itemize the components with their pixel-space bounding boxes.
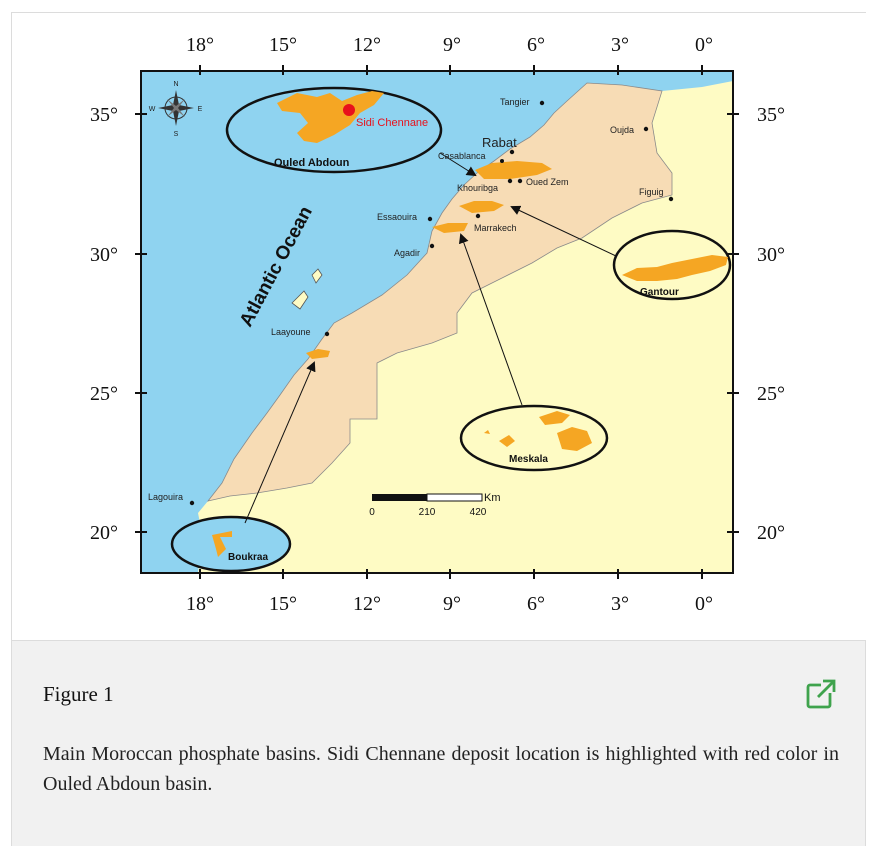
city-label-agadir: Agadir — [394, 248, 420, 258]
figure-card: 18° 15° 12° 9° 6° 3° 0° 18° 15° 12° 9° 6… — [11, 12, 867, 846]
main-laayoune-deposit — [306, 349, 330, 359]
city-label-casablanca: Casablanca — [438, 151, 486, 161]
top-ticks — [199, 65, 703, 75]
city-label-essaouira: Essaouira — [377, 212, 417, 222]
left-ticks — [135, 113, 147, 533]
meskala-inset — [459, 404, 609, 472]
city-label-marrakech: Marrakech — [474, 223, 517, 233]
bottom-tick-label: 3° — [611, 593, 629, 615]
meskala-deposit-3 — [499, 435, 515, 447]
scale-bar: Km 0 210 420 — [369, 492, 500, 518]
canary-island-2 — [311, 268, 323, 284]
mediterranean — [567, 71, 733, 85]
bottom-tick-label: 12° — [353, 593, 381, 615]
right-tick-label: 30° — [757, 244, 785, 266]
city-label-laayoune: Laayoune — [271, 327, 311, 337]
city-label-khouribga: Khouribga — [457, 183, 498, 193]
city-label-rabat: Rabat — [482, 135, 517, 150]
sidi-chennane-label: Sidi Chennane — [356, 117, 428, 129]
top-tick-label: 18° — [186, 34, 214, 56]
top-tick-label: 12° — [353, 34, 381, 56]
bottom-tick-label: 15° — [269, 593, 297, 615]
scale-label-420: 420 — [470, 507, 487, 518]
city-dots — [189, 100, 674, 506]
top-tick-label: 3° — [611, 34, 629, 56]
ocean — [141, 71, 733, 573]
boukraa-inset — [170, 515, 292, 573]
right-ticks — [727, 113, 739, 533]
city-label-oued-zem: Oued Zem — [526, 177, 569, 187]
meskala-deposit-2 — [557, 427, 592, 451]
city-label-lagouira: Lagouira — [148, 492, 183, 502]
external-link-icon[interactable] — [804, 677, 838, 711]
bottom-tick-label: 9° — [443, 593, 461, 615]
bottom-tick-label: 18° — [186, 593, 214, 615]
main-gantour-deposit — [459, 201, 504, 213]
right-tick-label: 20° — [757, 522, 785, 544]
scale-label-0: 0 — [369, 507, 375, 518]
right-tick-label: 35° — [757, 104, 785, 126]
top-tick-label: 9° — [443, 34, 461, 56]
canary-island-1 — [291, 290, 309, 310]
sidi-chennane-marker — [343, 104, 355, 116]
figure-title: Figure 1 — [43, 682, 114, 706]
boukraa-label: Boukraa — [228, 552, 268, 563]
bottom-tick-label: 6° — [527, 593, 545, 615]
gantour-deposit — [622, 255, 728, 281]
gantour-label: Gantour — [640, 287, 679, 298]
top-tick-label: 15° — [269, 34, 297, 56]
meskala-deposit-1 — [539, 411, 570, 425]
compass-rose-icon: N E S W — [149, 81, 203, 138]
bottom-ticks — [199, 569, 703, 579]
compass-w: W — [149, 106, 156, 113]
map-frame — [140, 70, 734, 574]
compass-n: N — [173, 81, 178, 88]
arrow-meskala — [458, 233, 523, 406]
compass-e: E — [198, 106, 203, 113]
arrow-gantour — [510, 205, 617, 257]
map-figure: 18° 15° 12° 9° 6° 3° 0° 18° 15° 12° 9° 6… — [12, 13, 867, 640]
meskala-label: Meskala — [509, 454, 548, 465]
boukraa-deposit — [212, 531, 232, 557]
meskala-deposit-4 — [484, 430, 490, 434]
compass-s: S — [174, 131, 179, 138]
left-tick-label: 25° — [90, 383, 118, 405]
main-khouribga-deposit — [475, 161, 552, 179]
top-tick-label: 6° — [527, 34, 545, 56]
bottom-tick-label: 0° — [695, 593, 713, 615]
left-tick-label: 35° — [90, 104, 118, 126]
ouled-abdoun-label: Ouled Abdoun — [274, 157, 350, 169]
arrow-ouled-abdoun — [439, 152, 477, 177]
city-label-oujda: Oujda — [610, 125, 634, 135]
top-tick-label: 0° — [695, 34, 713, 56]
main-meskala-deposit — [432, 223, 468, 233]
left-tick-label: 30° — [90, 244, 118, 266]
figure-caption: Figure 1 Main Moroccan phosphate basins.… — [12, 640, 865, 846]
city-label-tangier: Tangier — [500, 97, 530, 107]
morocco-land — [206, 82, 673, 502]
map-svg: 18° 15° 12° 9° 6° 3° 0° 18° 15° 12° 9° 6… — [90, 34, 785, 615]
arrow-boukraa — [244, 361, 316, 524]
city-label-figuig: Figuig — [639, 187, 664, 197]
ouled-abdoun-deposit — [277, 91, 384, 143]
scale-unit: Km — [484, 492, 501, 504]
left-tick-label: 20° — [90, 522, 118, 544]
scale-label-210: 210 — [419, 507, 436, 518]
figure-description: Main Moroccan phosphate basins. Sidi Che… — [43, 743, 839, 795]
right-tick-label: 25° — [757, 383, 785, 405]
